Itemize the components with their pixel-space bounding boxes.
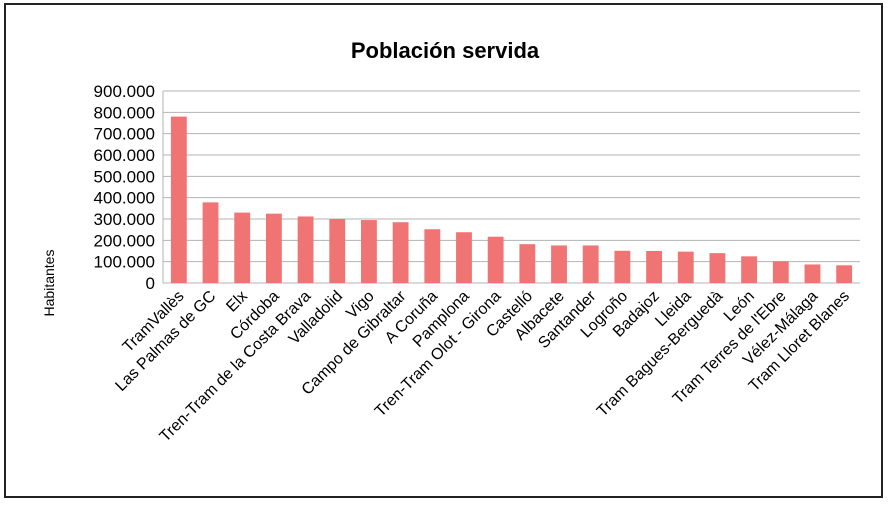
bar <box>329 219 346 283</box>
bar <box>519 244 536 283</box>
bar <box>677 251 694 283</box>
bar <box>772 261 789 283</box>
bar <box>456 232 472 283</box>
y-tick-label: 500.000 <box>94 167 155 186</box>
bar <box>297 216 314 283</box>
bar <box>614 250 631 283</box>
bar <box>804 264 821 283</box>
y-tick-label: 400.000 <box>94 189 155 208</box>
bar <box>265 213 282 283</box>
bar <box>424 229 441 283</box>
chart-frame <box>4 3 883 498</box>
y-tick-label: 100.000 <box>94 253 155 272</box>
y-tick-labels: 0 100.000 200.000 300.000 400.000 500.000 600.… <box>94 82 155 293</box>
bar <box>582 245 599 283</box>
bar <box>487 236 504 283</box>
bar <box>646 251 662 283</box>
y-tick-label: 800.000 <box>94 103 155 122</box>
y-axis-label: Habitantes <box>41 250 57 317</box>
bar <box>392 222 409 283</box>
bar <box>234 212 251 283</box>
bars <box>170 116 853 283</box>
bar <box>202 202 219 283</box>
y-tick-label: 900.000 <box>94 82 155 101</box>
bar <box>836 265 853 283</box>
y-tick-label: 0 <box>146 274 155 293</box>
y-tick-label: 600.000 <box>94 146 155 165</box>
y-tick-label: 700.000 <box>94 125 155 144</box>
bar <box>741 256 758 283</box>
bar <box>170 116 187 283</box>
bar <box>551 245 567 283</box>
bar <box>361 220 377 283</box>
chart-title: Población servida <box>351 38 540 63</box>
y-tick-label: 200.000 <box>94 231 155 250</box>
y-tick-label: 300.000 <box>94 210 155 229</box>
bar <box>709 253 726 283</box>
